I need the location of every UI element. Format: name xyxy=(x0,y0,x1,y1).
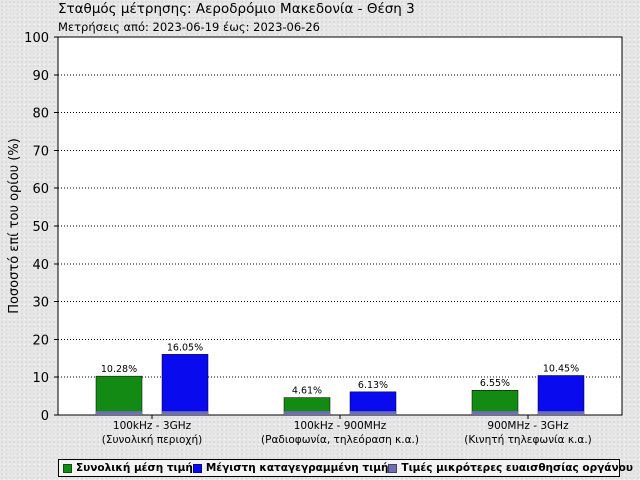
sensitivity-bar-0-1 xyxy=(284,411,330,415)
bar-chart: 0 10 20 30 40 50 60 70 80 90 100 Ποσοστό επί του ορ… xyxy=(7,31,623,446)
data-label-1-1: 6.13% xyxy=(358,380,388,391)
y-tick-label-50: 50 xyxy=(32,220,49,235)
bar-1-2 xyxy=(537,375,585,416)
y-tick-label-60: 60 xyxy=(32,182,49,197)
legend-label-sensitivity: Τιμές μικρότερες ευαισθησίας οργάνου xyxy=(401,462,633,474)
sensitivity-bar-0-2 xyxy=(472,411,518,415)
y-tick-label-10: 10 xyxy=(32,371,49,386)
y-tick-label-30: 30 xyxy=(32,296,49,311)
legend-item-sensitivity: Τιμές μικρότερες ευαισθησίας οργάνου xyxy=(388,462,633,474)
sensitivity-bar-1-1 xyxy=(350,411,396,415)
x-tick-label-0: 100kHz - 3GHz xyxy=(113,420,192,432)
x-tick-label-2: 900MHz - 3GHz xyxy=(487,420,569,432)
legend-label-mean: Συνολική μέση τιμή xyxy=(76,462,193,474)
y-tick-label-70: 70 xyxy=(32,144,49,159)
y-tick-label-100: 100 xyxy=(24,31,49,46)
y-tick-label-90: 90 xyxy=(32,69,49,84)
chart-subtitle: Μετρήσεις από: 2023-06-19 έως: 2023-06-2… xyxy=(58,20,320,34)
x-tick-sublabel-1: (Ραδιοφωνία, τηλεόραση κ.α.) xyxy=(261,434,419,446)
sensitivity-bar-1-0 xyxy=(162,411,208,415)
legend-label-max: Μέγιστη καταγεγραμμένη τιμή xyxy=(205,462,389,474)
y-tick-label-80: 80 xyxy=(32,107,49,122)
legend-item-mean: Συνολική μέση τιμή xyxy=(63,462,193,474)
y-tick-label-20: 20 xyxy=(32,333,49,348)
legend-swatch-mean xyxy=(63,463,72,473)
sensitivity-bar-1-2 xyxy=(538,411,584,415)
sensitivity-bar-0-0 xyxy=(96,411,142,415)
bar-0-0 xyxy=(95,375,143,416)
data-label-0-1: 4.61% xyxy=(292,386,322,397)
data-label-0-2: 6.55% xyxy=(480,378,510,389)
y-tick-label-40: 40 xyxy=(32,258,49,273)
y-axis-label: Ποσοστό επί του ορίου (%) xyxy=(7,138,22,314)
legend-item-max: Μέγιστη καταγεγραμμένη τιμή xyxy=(192,462,389,474)
legend-swatch-max xyxy=(192,463,202,473)
data-label-1-0: 16.05% xyxy=(167,342,203,353)
chart-title: Σταθμός μέτρησης: Αεροδρόμιο Μακεδονία -… xyxy=(58,1,415,17)
y-tick-label-0: 0 xyxy=(41,409,49,424)
x-tick-sublabel-2: (Κινητή τηλεφωνία κ.α.) xyxy=(464,434,592,446)
bar-0-2 xyxy=(471,389,519,416)
data-label-1-2: 10.45% xyxy=(543,363,579,374)
bar-1-0 xyxy=(161,354,209,416)
legend: Συνολική μέση τιμή Μέγιστη καταγεγραμμέν… xyxy=(58,459,633,477)
x-tick-sublabel-0: (Συνολική περιοχή) xyxy=(102,434,203,446)
data-label-0-0: 10.28% xyxy=(101,364,137,375)
x-tick-label-1: 100kHz - 900MHz xyxy=(294,420,387,432)
legend-swatch-sensitivity xyxy=(388,463,398,473)
